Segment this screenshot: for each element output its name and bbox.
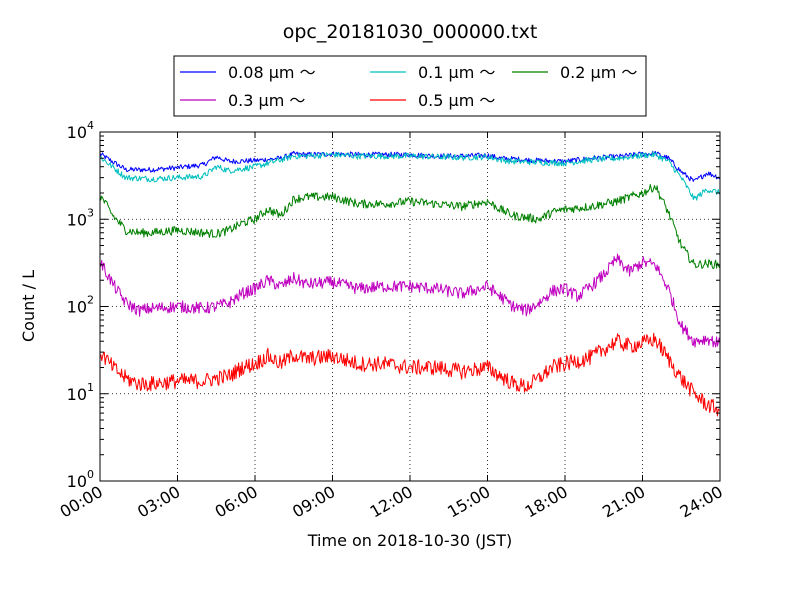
series-line	[99, 150, 721, 182]
x-tick-label: 12:00	[367, 482, 416, 522]
legend-box	[173, 55, 647, 117]
x-tick-label: 06:00	[212, 482, 261, 522]
y-tick-label: 103	[67, 206, 94, 229]
x-tick-label: 09:00	[289, 482, 338, 522]
series-line	[99, 184, 721, 270]
grid	[100, 132, 720, 481]
y-tick-label: 102	[67, 294, 94, 317]
legend: 0.08 μm ～ 0.1 μm ～ 0.2 μm ～ 0.3 μm ～ 0.5 μm …	[173, 55, 647, 117]
legend-label: 0.5 μm ～	[418, 91, 495, 110]
x-tick-label: 18:00	[522, 482, 571, 522]
y-tick-label: 104	[67, 119, 94, 142]
y-tick-label: 101	[67, 381, 94, 404]
legend-label: 0.1 μm ～	[418, 63, 495, 82]
legend-label: 0.3 μm ～	[228, 91, 305, 110]
y-axis-label: Count / L	[19, 270, 38, 342]
series-line	[99, 332, 721, 417]
series-line	[99, 151, 721, 201]
legend-label: 0.2 μm ～	[560, 63, 637, 82]
x-tick-label: 21:00	[599, 482, 648, 522]
series-lines	[99, 150, 721, 417]
legend-label: 0.08 μm ～	[228, 63, 316, 82]
series-line	[99, 253, 721, 348]
x-tick-label: 24:00	[677, 482, 726, 522]
chart-title: opc_20181030_000000.txt	[283, 21, 538, 43]
x-tick-label: 15:00	[444, 482, 493, 522]
x-axis-label: Time on 2018-10-30 (JST)	[307, 531, 512, 550]
x-tick-label: 03:00	[134, 482, 183, 522]
